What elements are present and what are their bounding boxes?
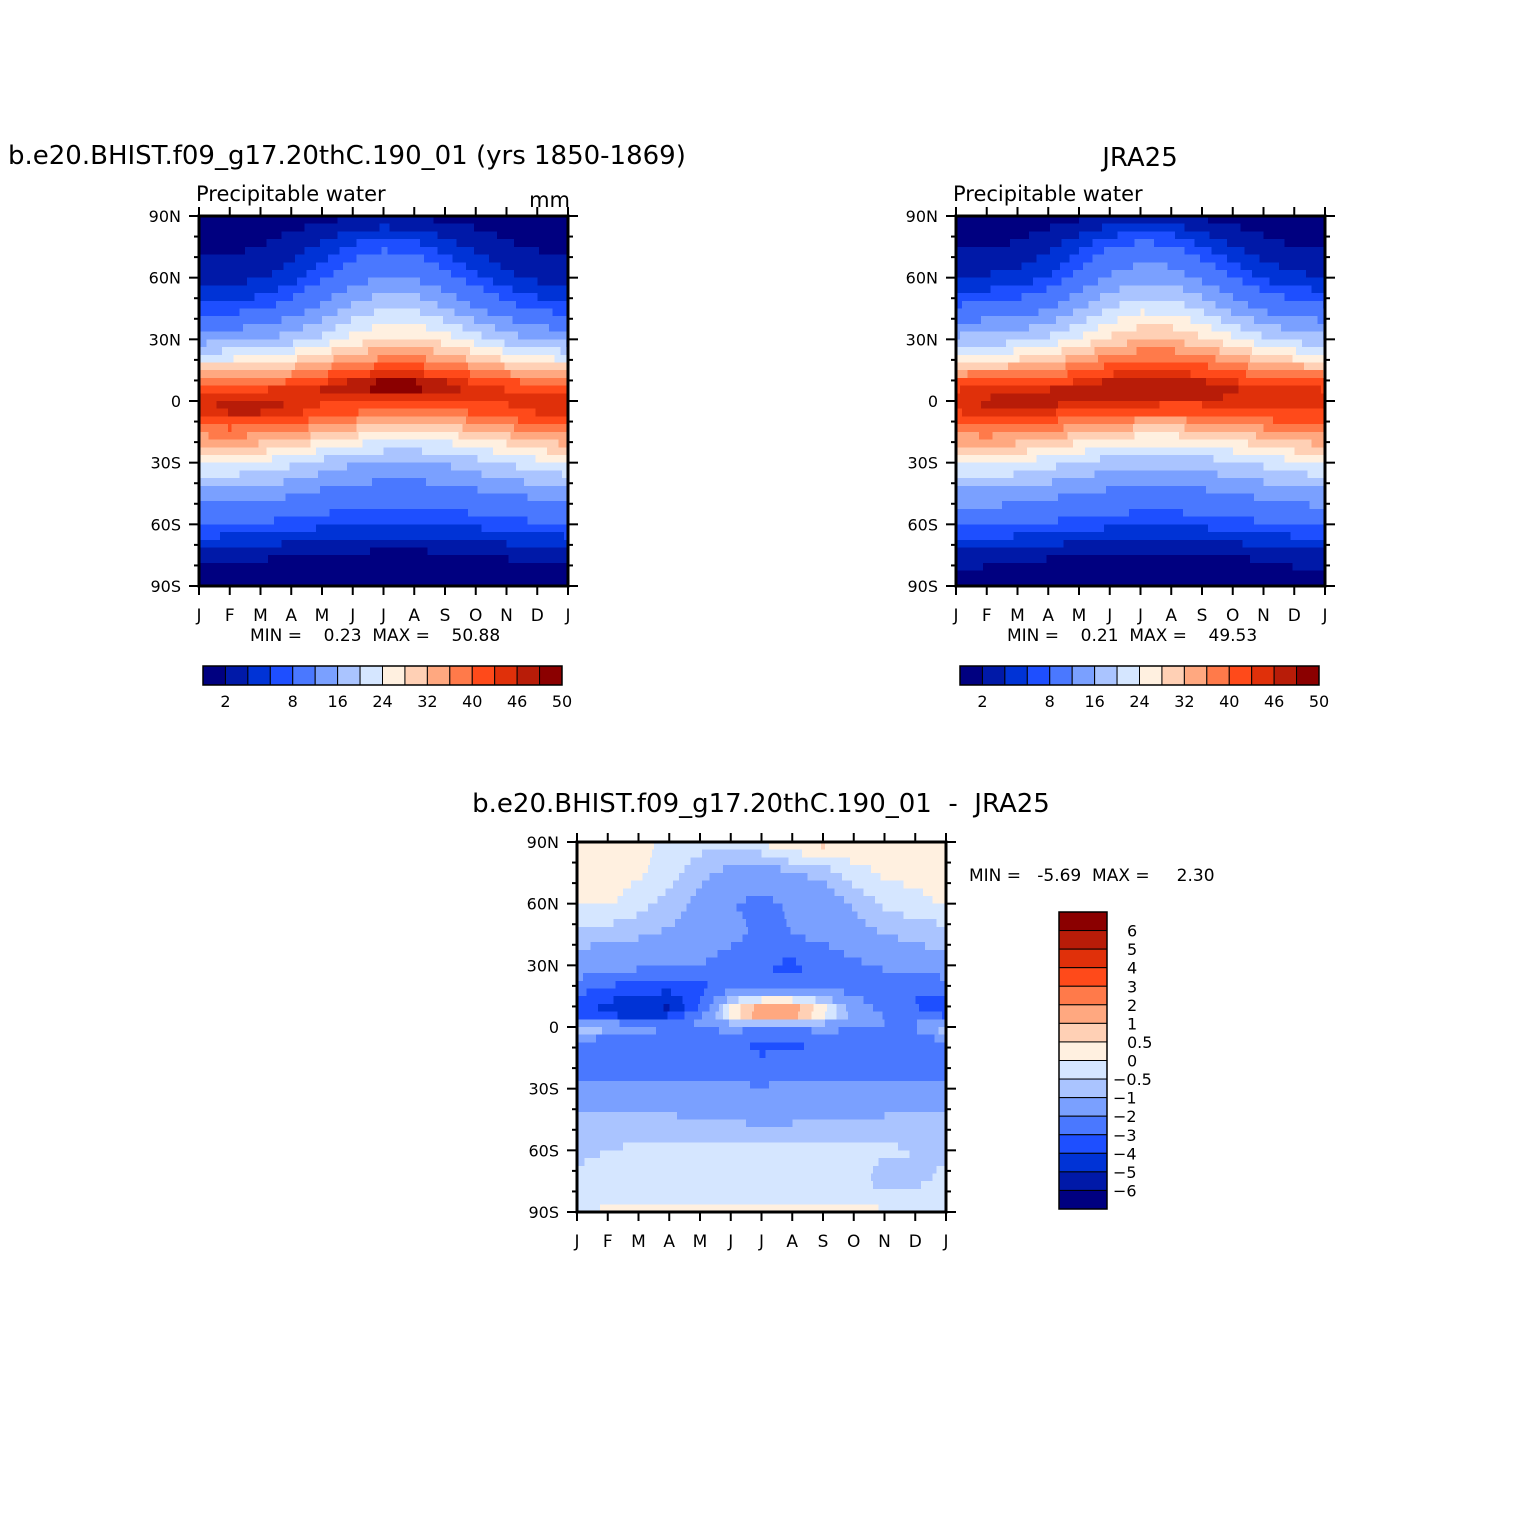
panel-1-min-max: MIN = 0.23 MAX = 50.88 [250,626,500,646]
panel-1-subtitle: Precipitable water [196,182,386,206]
contour-field [199,216,569,587]
panel-1-title: b.e20.BHIST.f09_g17.20thC.190_01 (yrs 18… [8,141,686,171]
panel-1-units: mm [529,188,570,212]
